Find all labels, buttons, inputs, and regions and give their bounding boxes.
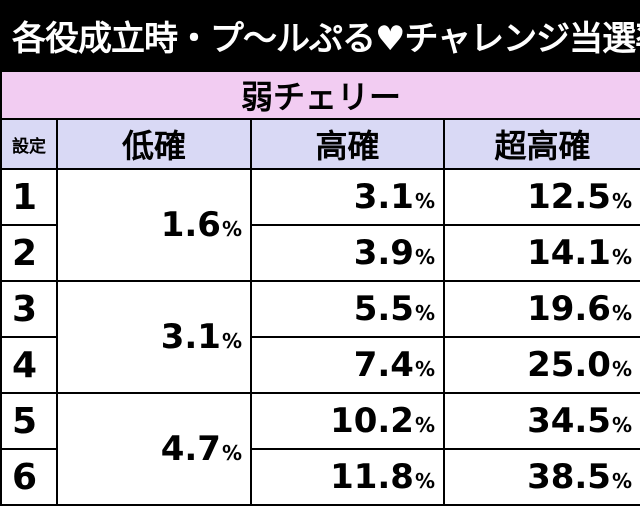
low-rate-value: 1.6 [160,205,221,245]
column-header-low: 低確 [56,118,252,170]
percent-sign: % [611,469,633,493]
super-high-rate-cell: 38.5% [442,448,640,506]
high-rate-value: 3.9 [353,233,414,273]
percent-sign: % [611,357,633,381]
super-high-rate-cell: 14.1% [442,224,640,282]
high-rate-cell: 11.8% [250,448,445,506]
setting-value: 3 [0,280,58,338]
setting-value: 6 [0,448,58,506]
percent-sign: % [414,301,435,325]
column-header-high: 高確 [250,118,445,170]
percent-sign: % [414,189,435,213]
high-rate-cell: 3.9% [250,224,445,282]
percent-sign: % [414,469,435,493]
low-rate-cell: 4.7% [56,392,252,506]
low-rate-value: 4.7 [160,429,221,469]
challenge-rate-table: 弱チェリー 設定 低確 高確 超高確 1 1.6% 3.1% 12.5% 2 3… [0,70,640,506]
table-row: 2 3.9% 14.1% [0,224,640,282]
high-rate-value: 10.2 [330,401,414,441]
percent-sign: % [221,441,242,465]
column-header-setting: 設定 [0,118,58,170]
high-rate-cell: 7.4% [250,336,445,394]
percent-sign: % [611,301,633,325]
setting-value: 2 [0,224,58,282]
high-rate-value: 3.1 [353,177,414,217]
percent-sign: % [414,357,435,381]
percent-sign: % [611,413,633,437]
high-rate-value: 5.5 [353,289,414,329]
super-high-rate-value: 12.5 [527,177,611,217]
column-header-super-high: 超高確 [442,118,640,170]
percent-sign: % [414,413,435,437]
table-row: 3 3.1% 5.5% 19.6% [0,280,640,394]
high-rate-value: 11.8 [330,457,414,497]
table-row: 4 7.4% 25.0% [0,336,640,394]
super-high-rate-value: 38.5 [527,457,611,497]
low-rate-cell: 1.6% [56,168,252,282]
table-row: 5 4.7% 10.2% 34.5% [0,392,640,506]
super-high-rate-cell: 25.0% [442,336,640,394]
table-row: 1 1.6% 3.1% 12.5% [0,168,640,282]
percent-sign: % [611,189,633,213]
high-rate-cell: 10.2% [250,392,445,450]
setting-value: 1 [0,168,58,226]
super-high-rate-cell: 34.5% [442,392,640,450]
high-rate-cell: 5.5% [250,280,445,338]
setting-value: 4 [0,336,58,394]
super-high-rate-value: 25.0 [527,345,611,385]
super-high-rate-value: 19.6 [527,289,611,329]
high-rate-cell: 3.1% [250,168,445,226]
percent-sign: % [611,245,633,269]
low-rate-cell: 3.1% [56,280,252,394]
super-high-rate-cell: 12.5% [442,168,640,226]
super-high-rate-cell: 19.6% [442,280,640,338]
low-rate-value: 3.1 [160,317,221,357]
percent-sign: % [221,217,242,241]
high-rate-value: 7.4 [353,345,414,385]
table-subtitle: 弱チェリー [0,70,640,120]
super-high-rate-value: 34.5 [527,401,611,441]
percent-sign: % [221,329,242,353]
percent-sign: % [414,245,435,269]
page-title: 各役成立時・プ～ルぷる♥チャレンジ当選率 [0,0,640,70]
setting-value: 5 [0,392,58,450]
super-high-rate-value: 14.1 [527,233,611,273]
